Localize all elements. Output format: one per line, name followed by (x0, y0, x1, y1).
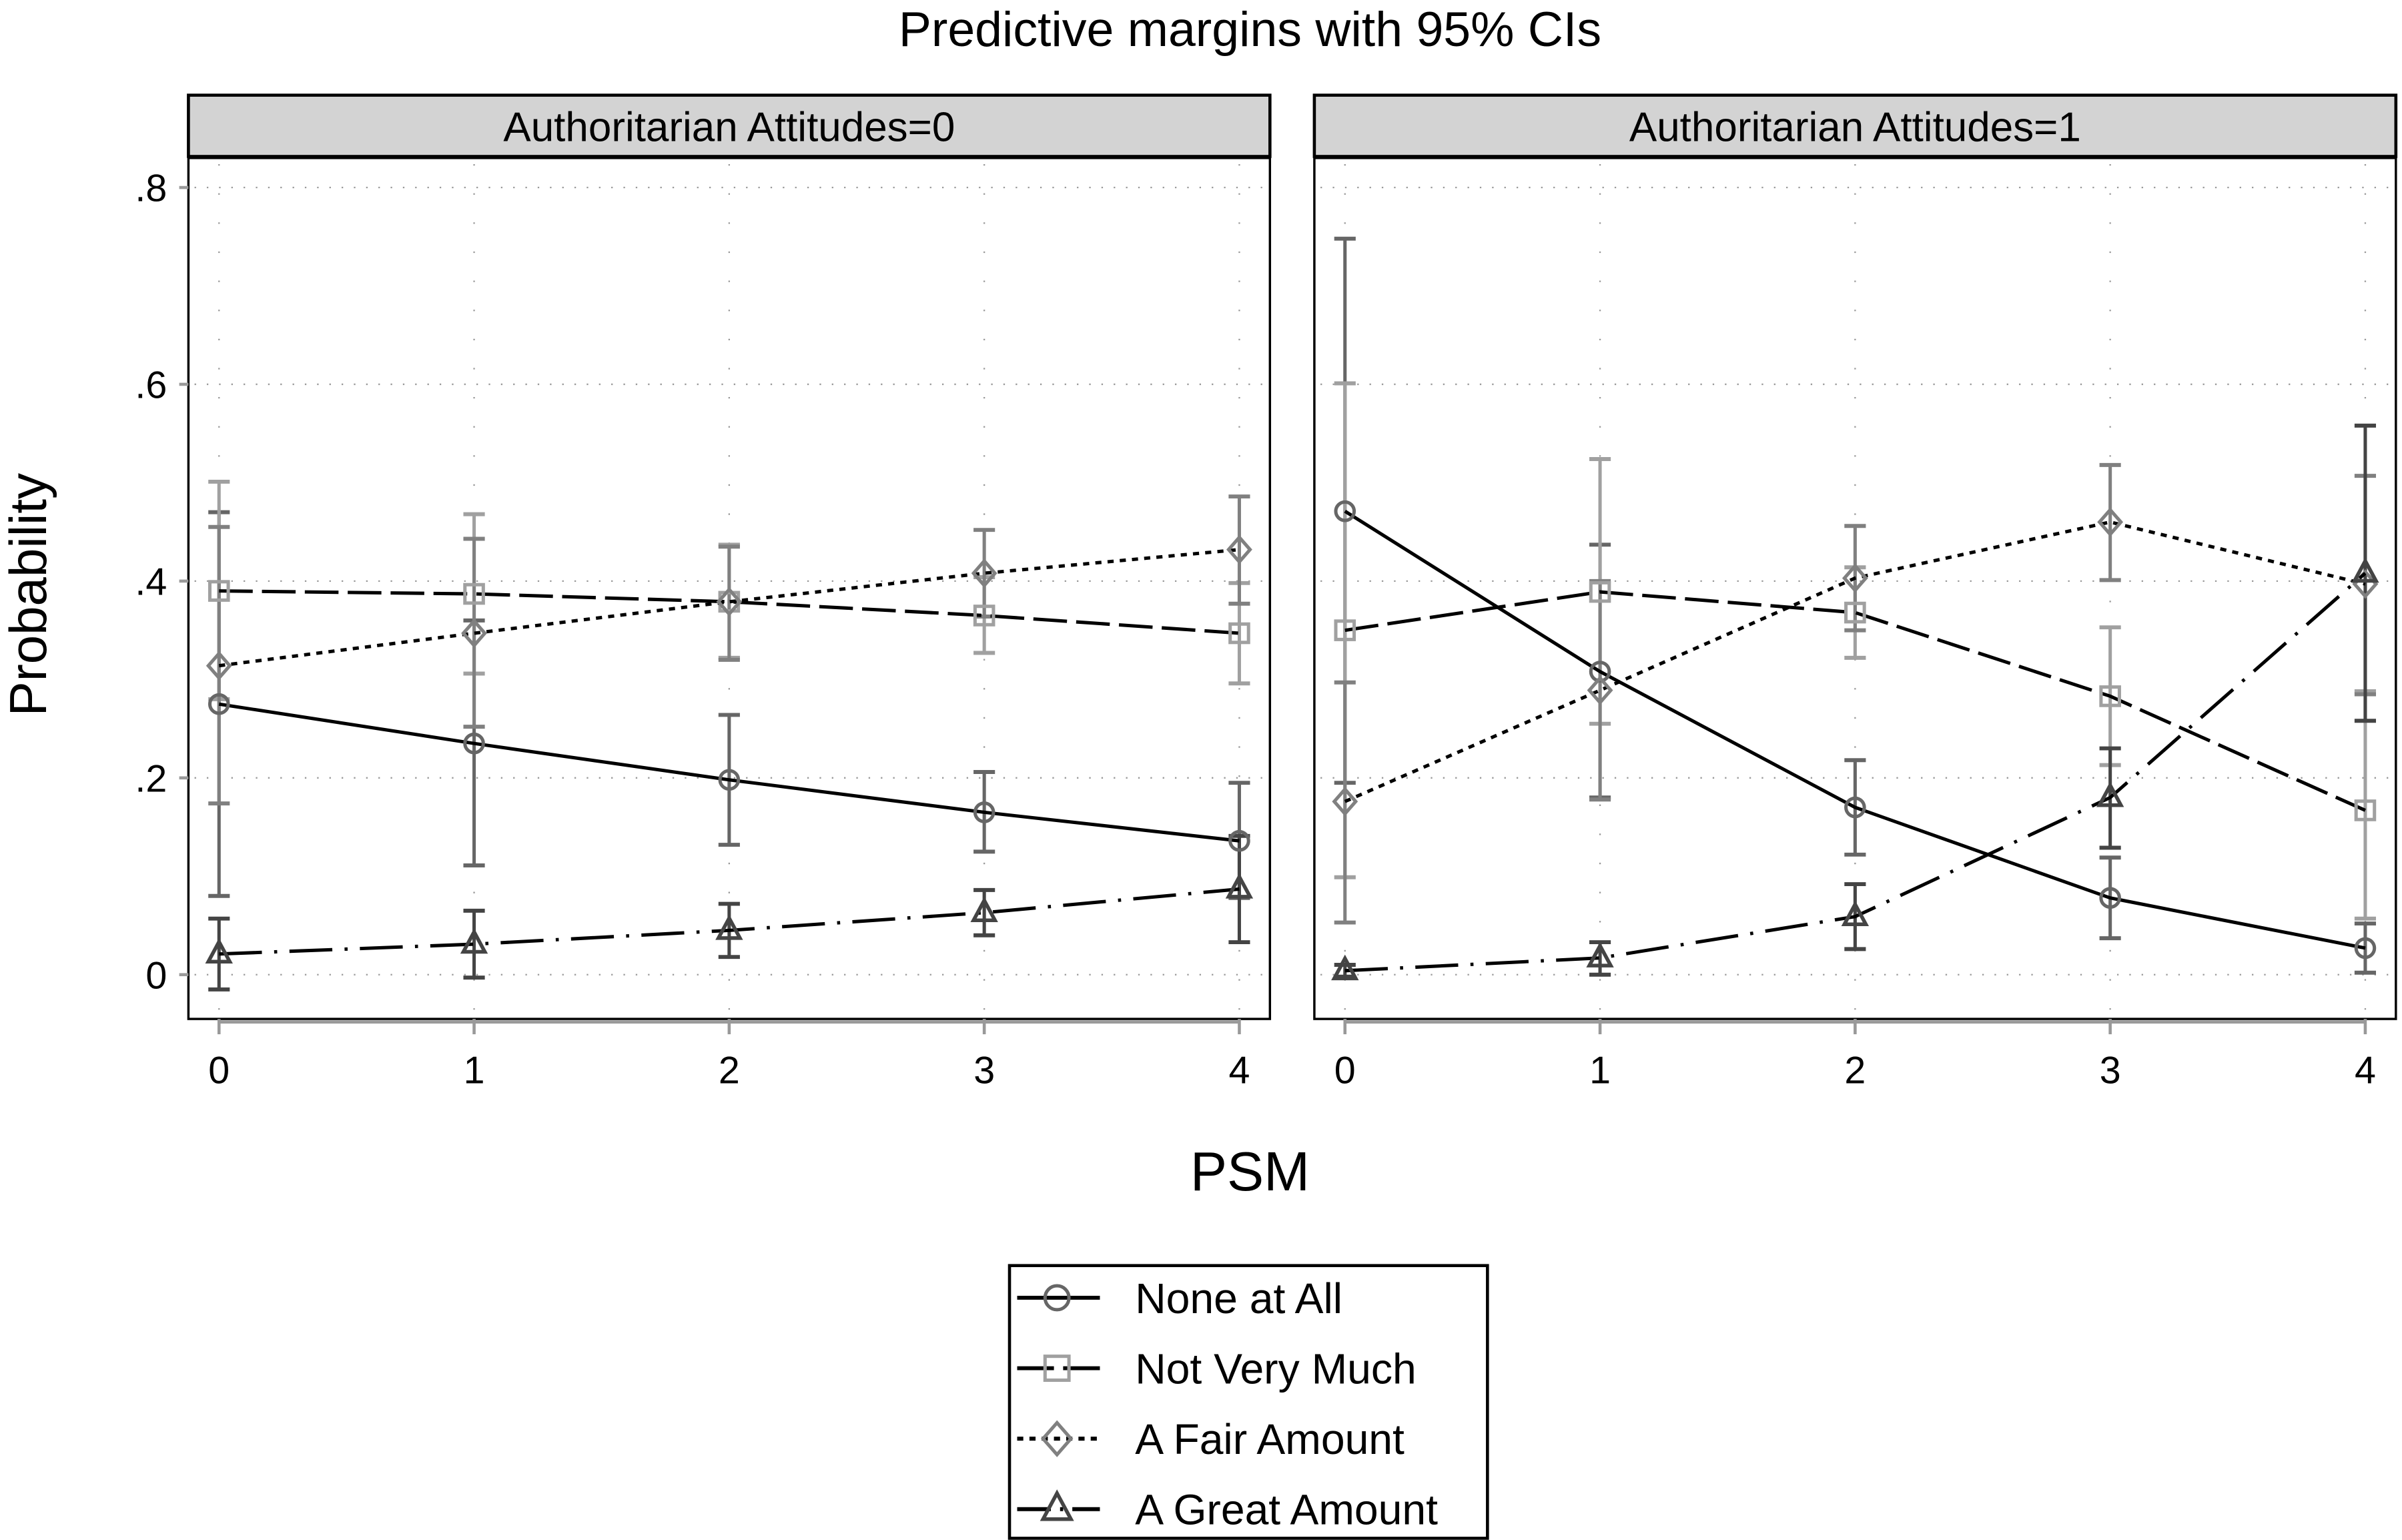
data-point-none-at-all (1589, 661, 1611, 683)
legend-marker-a-fair-amount (1040, 1420, 1074, 1457)
series-line-none-at-all (1344, 510, 2366, 950)
y-tick-label: 0 (145, 954, 167, 997)
data-point-a-fair-amount (971, 558, 997, 589)
data-point-none-at-all (1228, 829, 1250, 852)
series-line-none-at-all (218, 702, 1240, 843)
data-point-a-great-amount (205, 937, 233, 964)
data-point-a-fair-amount (2097, 507, 2124, 537)
data-point-none-at-all (1334, 500, 1356, 522)
y-axis-label: Probability (0, 473, 57, 716)
data-point-a-great-amount (1586, 941, 1614, 968)
data-point-none-at-all (718, 769, 741, 791)
data-point-none-at-all (2099, 887, 2121, 909)
data-point-not-very-much (208, 580, 230, 602)
panel-authoritarian-1: Authoritarian Attitudes=1 0 1 2 3 4 (1312, 93, 2398, 1092)
y-tick-label: .2 (135, 757, 167, 800)
x-tick-label: 2 (1844, 1050, 1866, 1092)
data-point-a-fair-amount (1842, 563, 1868, 593)
x-tick-label: 3 (2100, 1050, 2121, 1092)
data-point-not-very-much (1844, 601, 1866, 624)
data-point-not-very-much (1228, 622, 1250, 645)
data-point-not-very-much (2099, 685, 2121, 707)
data-point-not-very-much (463, 583, 485, 605)
x-axis-label: PSM (1190, 1140, 1310, 1202)
data-point-not-very-much (1334, 619, 1356, 641)
x-axis: 0 1 2 3 4 (1334, 1019, 2376, 1092)
x-tick-label: 0 (1334, 1050, 1356, 1092)
data-point-a-great-amount (2351, 556, 2379, 583)
data-point-a-fair-amount (716, 587, 743, 617)
data-point-not-very-much (1589, 581, 1611, 603)
data-point-none-at-all (973, 801, 995, 823)
data-point-a-fair-amount (1332, 786, 1358, 817)
data-point-not-very-much (2354, 799, 2377, 821)
legend-label-a-great-amount: A Great Amount (1135, 1486, 1438, 1534)
data-point-a-fair-amount (1226, 534, 1252, 564)
x-tick-label: 4 (2355, 1050, 2376, 1092)
panel-authoritarian-0: Authoritarian Attitudes=0 0 .2 .4 .6 .8 0 1 2 3… (135, 93, 1272, 1092)
data-point-none-at-all (208, 693, 230, 715)
x-tick-label: 1 (464, 1050, 485, 1092)
data-point-a-fair-amount (1587, 675, 1613, 705)
legend-label-none-at-all: None at All (1135, 1274, 1342, 1322)
data-point-a-great-amount (715, 914, 743, 940)
x-tick-label: 4 (1228, 1050, 1250, 1092)
series-layer (1331, 236, 2379, 981)
data-point-a-fair-amount (206, 651, 232, 681)
data-point-none-at-all (1844, 796, 1866, 819)
legend: None at All Not Very Much A Fair Amount A G… (1008, 1264, 1489, 1540)
legend-marker-not-very-much (1043, 1355, 1071, 1382)
panel-header-label: Authoritarian Attitudes=0 (503, 105, 955, 151)
data-point-a-great-amount (1841, 900, 1870, 926)
x-tick-label: 1 (1589, 1050, 1611, 1092)
series-line-not-very-much (1344, 590, 2366, 812)
data-point-none-at-all (2354, 937, 2377, 959)
data-point-a-great-amount (970, 896, 998, 923)
series-layer (205, 479, 1254, 992)
chart-title: Predictive margins with 95% CIs (899, 1, 1601, 57)
y-tick-label: .6 (135, 364, 167, 407)
legend-label-a-fair-amount: A Fair Amount (1135, 1415, 1405, 1463)
data-point-a-fair-amount (461, 618, 487, 649)
legend-box (1008, 1264, 1489, 1540)
panel-header (187, 93, 1272, 158)
y-tick-label: .4 (135, 561, 167, 604)
series-line-a-great-amount (1344, 572, 2367, 973)
x-axis: 0 1 2 3 4 (208, 1019, 1250, 1092)
y-axis: 0 .2 .4 .6 .8 (135, 167, 189, 997)
legend-marker-none-at-all (1043, 1284, 1071, 1312)
series-line-a-great-amount (219, 887, 1240, 956)
legend-marker-a-great-amount (1040, 1489, 1074, 1521)
x-tick-label: 0 (208, 1050, 230, 1092)
legend-label-not-very-much: Not Very Much (1135, 1345, 1416, 1393)
y-tick-label: .8 (135, 167, 167, 210)
panel-header (1312, 93, 2398, 158)
series-line-a-fair-amount (1344, 520, 2366, 803)
data-point-none-at-all (463, 732, 485, 755)
data-point-a-great-amount (1331, 954, 1359, 981)
data-point-a-great-amount (460, 927, 488, 954)
x-tick-label: 2 (719, 1050, 740, 1092)
panel-header-label: Authoritarian Attitudes=1 (1629, 105, 2081, 151)
data-point-a-great-amount (1225, 873, 1254, 899)
data-point-a-great-amount (2096, 781, 2124, 807)
data-point-not-very-much (973, 605, 995, 627)
x-tick-label: 3 (973, 1050, 995, 1092)
